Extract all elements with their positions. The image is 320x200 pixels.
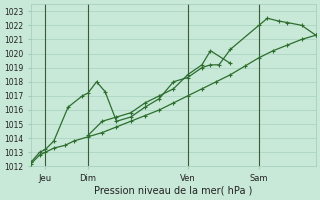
X-axis label: Pression niveau de la mer( hPa ): Pression niveau de la mer( hPa ) [94,186,252,196]
